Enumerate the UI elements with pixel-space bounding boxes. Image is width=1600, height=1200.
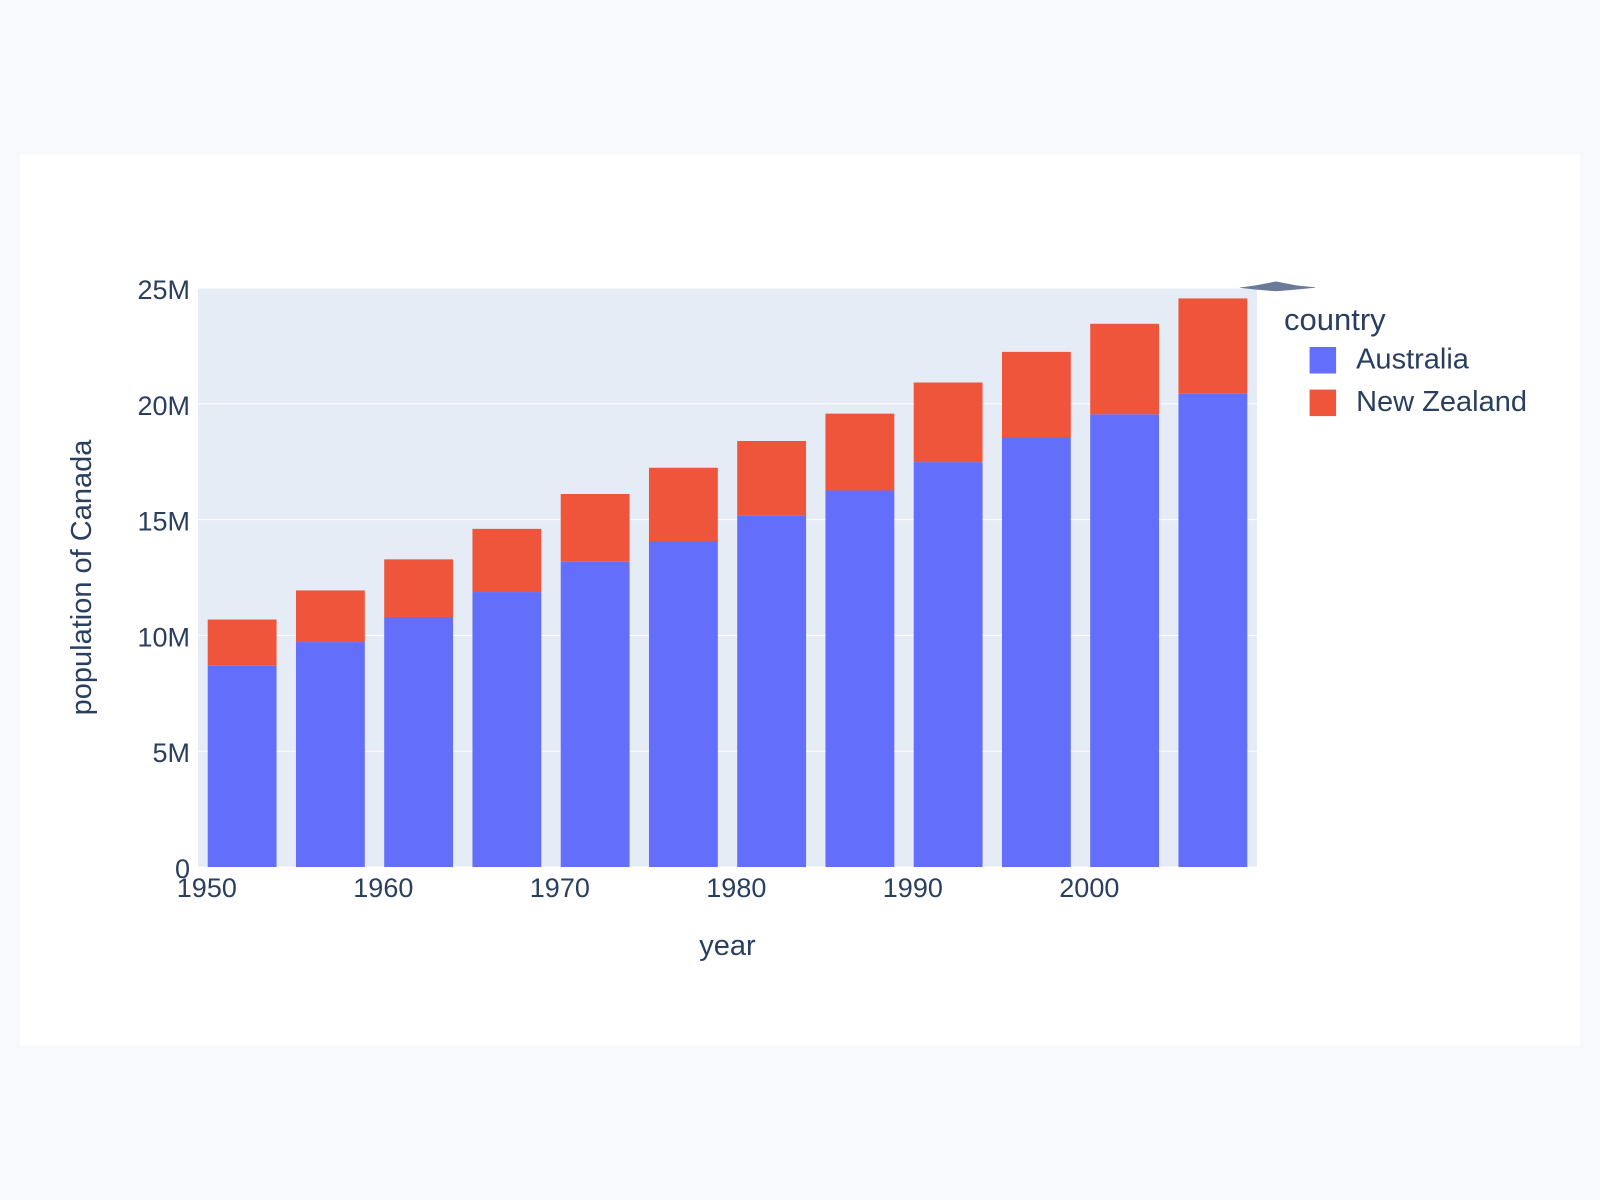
svg-text:New Zealand: New Zealand <box>1356 386 1527 418</box>
svg-text:country: country <box>1284 302 1386 337</box>
svg-text:1990: 1990 <box>883 873 943 903</box>
svg-text:1960: 1960 <box>353 873 413 903</box>
svg-text:1970: 1970 <box>530 873 590 903</box>
svg-text:year: year <box>699 930 756 962</box>
svg-text:15M: 15M <box>137 507 190 537</box>
svg-text:20M: 20M <box>137 391 190 421</box>
svg-text:1950: 1950 <box>177 873 237 903</box>
svg-text:Australia: Australia <box>1356 344 1470 376</box>
svg-text:2000: 2000 <box>1059 873 1119 903</box>
svg-text:25M: 25M <box>137 275 190 305</box>
svg-text:population of Canada: population of Canada <box>66 439 98 716</box>
svg-text:10M: 10M <box>137 622 190 652</box>
svg-text:1980: 1980 <box>706 873 766 903</box>
svg-text:5M: 5M <box>152 738 190 768</box>
